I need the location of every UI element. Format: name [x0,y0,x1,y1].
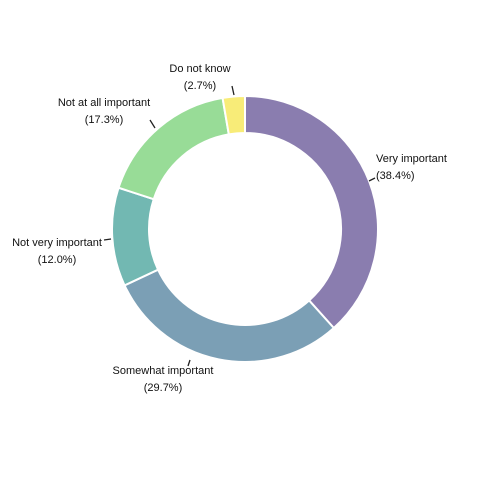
slice-label-percent: (38.4%) [376,170,415,182]
slice-label-not-at-all-important: Not at all important (17.3%) [58,97,150,126]
slice-somewhat-important [123,268,336,363]
slice-label-name: Not at all important [58,97,150,109]
slice-label-name: Somewhat important [113,365,214,377]
leader-line-not-at-all-important [149,119,156,129]
slices-layer [111,94,379,363]
slice-label-percent: (17.3%) [85,114,124,126]
slice-not-at-all-important [117,96,230,201]
slice-not-very-important [111,186,160,287]
leader-line-very-important [368,177,376,182]
slice-label-percent: (12.0%) [38,254,77,266]
leader-line-somewhat-important [187,359,191,367]
slice-label-very-important: Very important (38.4%) [376,153,447,182]
leader-line-not-very-important [103,238,112,241]
slice-label-percent: (29.7%) [144,382,183,394]
slice-label-name: Very important [376,153,447,165]
slice-label-do-not-know: Do not know (2.7%) [169,63,230,92]
labels-layer: Very important (38.4%) Somewhat important (… [12,63,447,394]
slice-very-important [244,94,379,330]
leader-line-do-not-know [231,85,235,96]
slice-do-not-know [221,94,246,136]
slice-label-name: Not very important [12,237,102,249]
slice-label-name: Do not know [169,63,230,75]
slice-label-somewhat-important: Somewhat important (29.7%) [113,365,214,394]
slice-label-percent: (2.7%) [184,80,216,92]
slice-label-not-very-important: Not very important (12.0%) [12,237,102,266]
